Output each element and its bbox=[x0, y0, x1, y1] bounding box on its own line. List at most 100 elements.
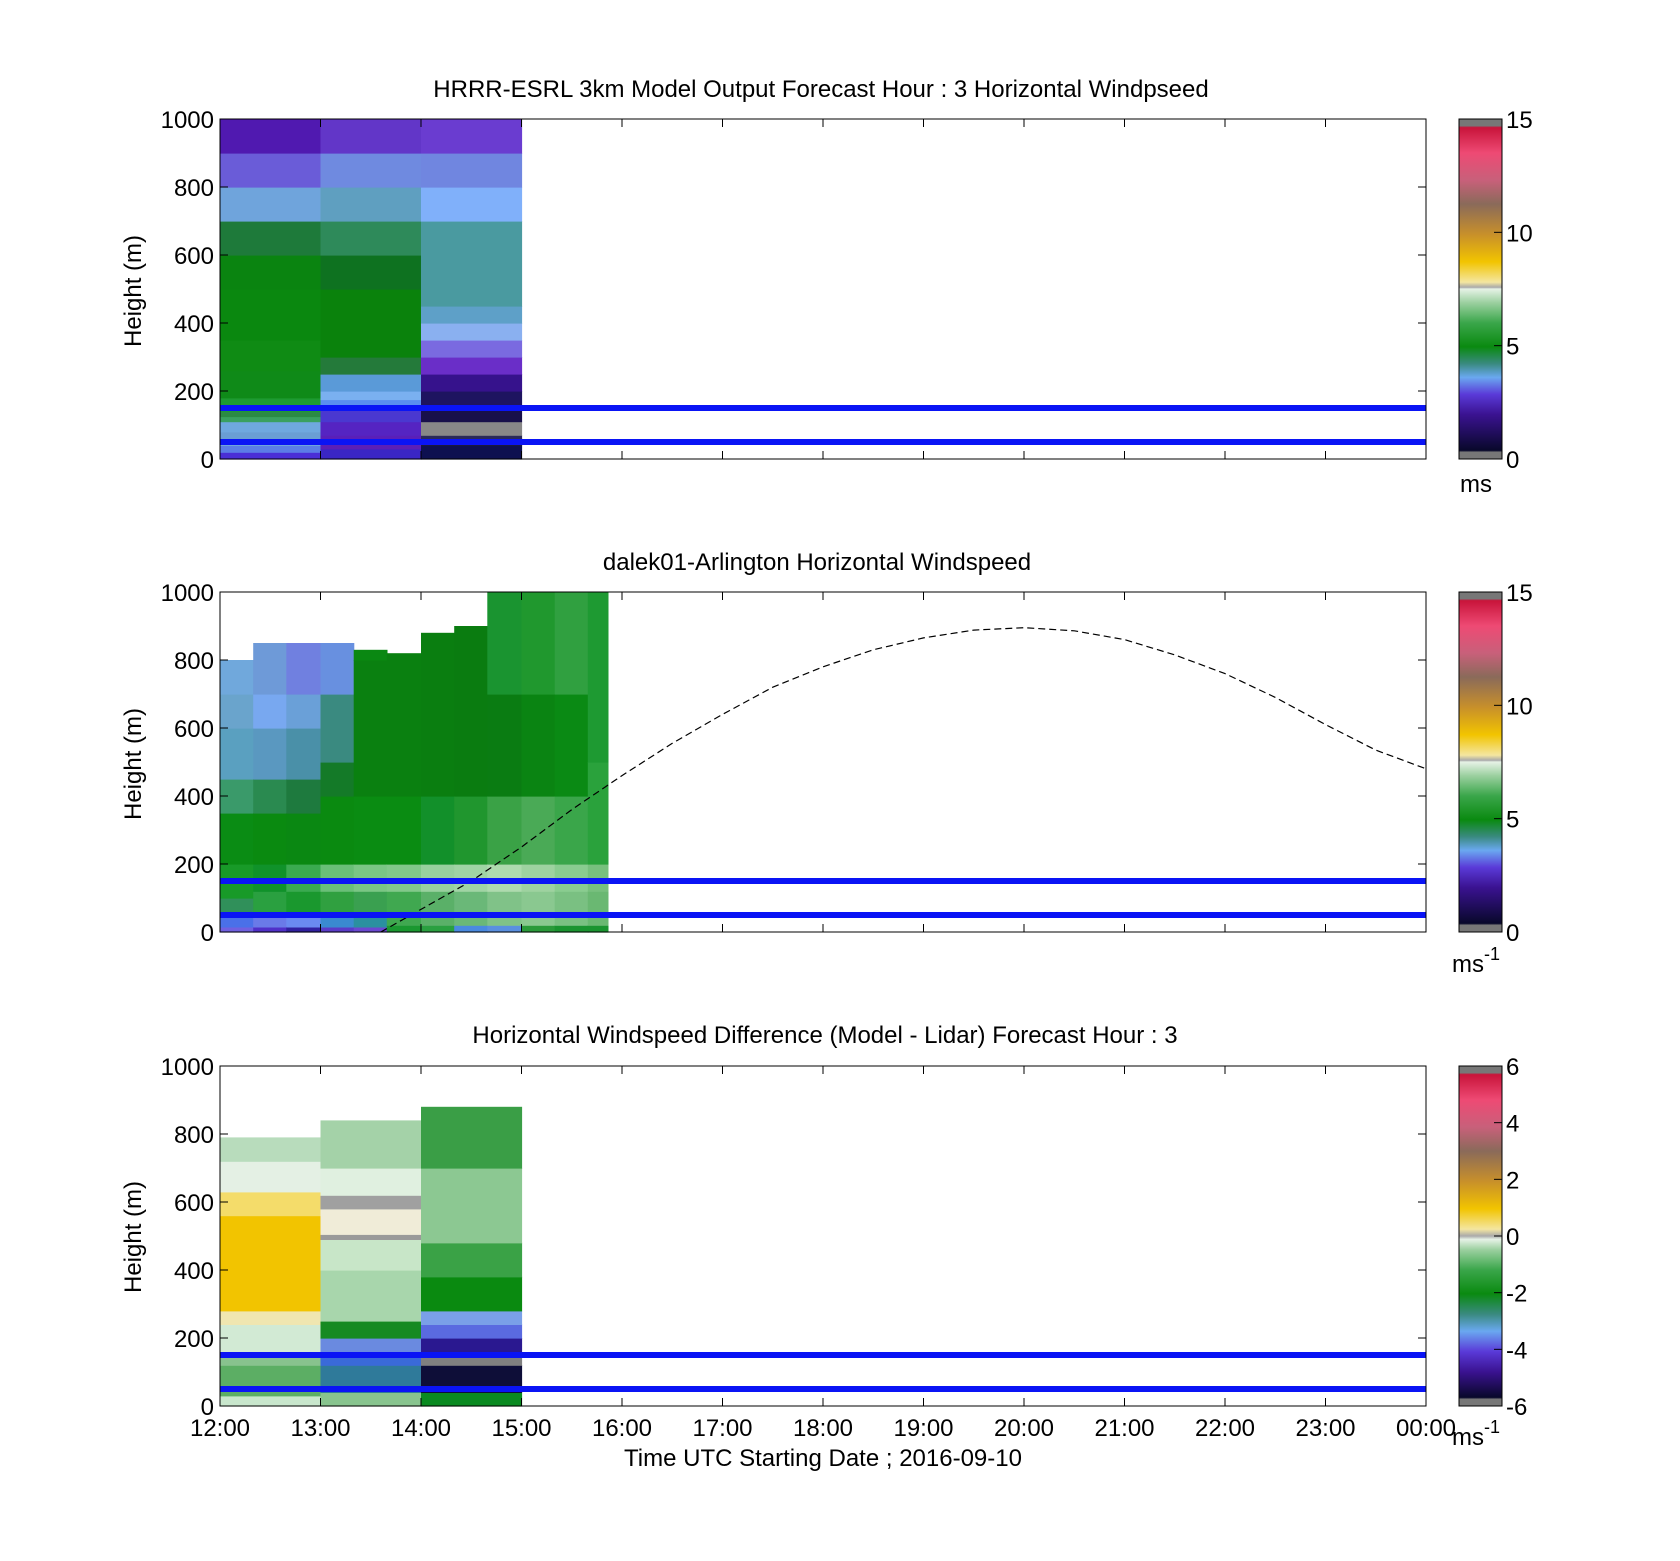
panel-model-cell bbox=[320, 187, 422, 222]
panel-model-cell bbox=[421, 391, 523, 409]
panel-difference-ytick-label: 400 bbox=[174, 1258, 214, 1285]
panel-model-cell bbox=[320, 221, 422, 256]
panel-difference-xtick-label: 16:00 bbox=[592, 1415, 652, 1442]
panel-model-unit-text: ms bbox=[1460, 471, 1492, 498]
panel-lidar-cell bbox=[454, 891, 488, 926]
panel-difference-colorbar-ticks: -6 -4 -2 0 2 4 6 bbox=[1494, 1054, 1527, 1421]
panel-model-cell bbox=[320, 119, 422, 154]
panel-lidar-cell bbox=[521, 864, 556, 892]
panel-model-cell bbox=[421, 445, 523, 460]
panel-difference-cell bbox=[320, 1239, 422, 1271]
panel-difference-ylabel: Height (m) bbox=[120, 1181, 147, 1293]
panel-model-ylabel: Height (m) bbox=[120, 235, 147, 347]
panel-lidar-cell bbox=[554, 796, 589, 865]
panel-difference-colorbar-tick-label: -2 bbox=[1506, 1281, 1527, 1308]
panel-difference-unit-text: ms bbox=[1452, 1424, 1484, 1451]
panel-model-cell bbox=[421, 119, 523, 154]
panel-lidar-cell bbox=[587, 762, 609, 865]
panel-model-cell bbox=[220, 340, 322, 372]
panel-difference-xtick-label: 12:00 bbox=[190, 1415, 250, 1442]
panel-model-colorbar bbox=[1458, 118, 1503, 460]
panel-difference-xtick-label: 15:00 bbox=[491, 1415, 551, 1442]
panel-difference-title: Horizontal Windspeed Difference (Model -… bbox=[472, 1022, 1177, 1049]
panel-lidar-cell bbox=[521, 891, 556, 926]
panel-model-reference-lines bbox=[220, 405, 1426, 445]
panel-difference-cell bbox=[320, 1338, 422, 1353]
panel-lidar-colorbar bbox=[1458, 591, 1503, 933]
panel-difference-cell bbox=[421, 1324, 523, 1339]
panel-lidar-cell bbox=[421, 925, 455, 933]
panel-lidar-cell bbox=[353, 649, 388, 661]
panel-difference-xtick-label: 17:00 bbox=[692, 1415, 752, 1442]
panel-model-ytick-label: 600 bbox=[174, 243, 214, 270]
panel-model-colorbar-tick-label: 10 bbox=[1506, 220, 1533, 247]
panel-model-colorbar-ticks: 0 5 10 15 bbox=[1494, 107, 1533, 474]
panel-lidar-yticks: 0 200 400 600 800 1000 bbox=[161, 580, 1426, 947]
panel-model-colorbar-tick-label: 15 bbox=[1506, 107, 1533, 134]
panel-lidar-colorbar-ticks: 0 5 10 15 bbox=[1494, 580, 1533, 947]
panel-lidar-cell bbox=[386, 653, 422, 797]
panel-lidar-cell bbox=[220, 694, 254, 729]
panel-difference-xtick-label: 00:00 bbox=[1396, 1415, 1456, 1442]
panel-model-cells bbox=[220, 119, 523, 460]
panel-lidar-ytick-label: 800 bbox=[174, 648, 214, 675]
panel-model-cell bbox=[421, 306, 523, 324]
panel-lidar-cell bbox=[554, 925, 589, 933]
panel-model-cell bbox=[220, 416, 322, 423]
panel-lidar-cell bbox=[487, 925, 523, 933]
panel-lidar-dashed-curve bbox=[380, 627, 1427, 933]
panel-model-cell bbox=[421, 323, 523, 341]
panel-difference-cell bbox=[320, 1321, 422, 1339]
panel-model-cell bbox=[220, 119, 322, 154]
panel-difference-cell bbox=[421, 1276, 523, 1312]
panel-lidar-cell bbox=[253, 864, 287, 892]
panel-lidar-cell bbox=[286, 864, 322, 892]
panel-model-cell bbox=[421, 153, 523, 188]
panel-model-cell bbox=[320, 374, 422, 392]
panel-lidar-ytick-label: 200 bbox=[174, 852, 214, 879]
panel-difference-cell bbox=[220, 1191, 322, 1217]
panel-difference-yticks: 0 200 400 600 800 1000 bbox=[161, 1054, 1426, 1421]
panel-lidar-cell bbox=[554, 891, 589, 926]
panel-model-cell bbox=[320, 408, 422, 423]
panel-difference-cell bbox=[220, 1324, 322, 1356]
panel-difference-unit-sup: -1 bbox=[1484, 1417, 1500, 1437]
panel-model-title: HRRR-ESRL 3km Model Output Forecast Hour… bbox=[433, 76, 1208, 103]
panel-lidar-reference-lines bbox=[220, 878, 1426, 918]
panel-lidar-cell bbox=[554, 592, 589, 695]
panel-lidar-cell bbox=[421, 632, 455, 797]
panel-difference-cell bbox=[220, 1137, 322, 1162]
panel-model-cell bbox=[421, 357, 523, 375]
panel-lidar-colorbar-unit: ms-1 bbox=[1452, 944, 1500, 978]
panel-difference-cell bbox=[320, 1270, 422, 1322]
panel-model-cell bbox=[421, 340, 523, 358]
panel-lidar-ytick-label: 1000 bbox=[161, 580, 214, 607]
panel-difference-cell bbox=[320, 1120, 422, 1169]
panel-lidar-cell bbox=[320, 864, 355, 892]
panel-lidar-cell bbox=[320, 762, 355, 797]
panel-model-yticks: 0 200 400 600 800 1000 bbox=[161, 107, 1426, 474]
panel-difference-cell bbox=[220, 1215, 322, 1312]
panel-lidar-ylabel: Height (m) bbox=[120, 708, 147, 820]
panel-lidar-cell bbox=[421, 796, 455, 865]
panel-difference-ytick-label: 0 bbox=[201, 1394, 214, 1421]
panel-model-cell bbox=[320, 448, 422, 460]
panel-model-cell bbox=[320, 399, 422, 409]
panel-difference-xtick-label: 18:00 bbox=[793, 1415, 853, 1442]
panel-difference-colorbar-tick-label: 2 bbox=[1506, 1167, 1519, 1194]
panel-difference-cell bbox=[320, 1208, 422, 1235]
panel-lidar-cell bbox=[220, 898, 254, 916]
panel-lidar-cell bbox=[353, 891, 388, 916]
panel-difference-cell bbox=[320, 1195, 422, 1210]
panel-lidar-cell bbox=[521, 694, 556, 797]
panel-lidar-cell bbox=[286, 813, 322, 865]
panel-difference-cell bbox=[320, 1392, 422, 1407]
panel-difference-xlabel: Time UTC Starting Date ; 2016-09-10 bbox=[624, 1445, 1022, 1472]
panel-lidar-cell bbox=[554, 864, 589, 892]
panel-lidar-cell bbox=[220, 926, 254, 933]
panel-lidar-cell bbox=[286, 728, 322, 780]
panel-lidar-title: dalek01-Arlington Horizontal Windspeed bbox=[603, 549, 1031, 576]
panel-lidar-cell bbox=[320, 926, 355, 933]
panel-difference-cell bbox=[421, 1355, 523, 1366]
panel-model-colorbar-tick-label: 5 bbox=[1506, 334, 1519, 361]
